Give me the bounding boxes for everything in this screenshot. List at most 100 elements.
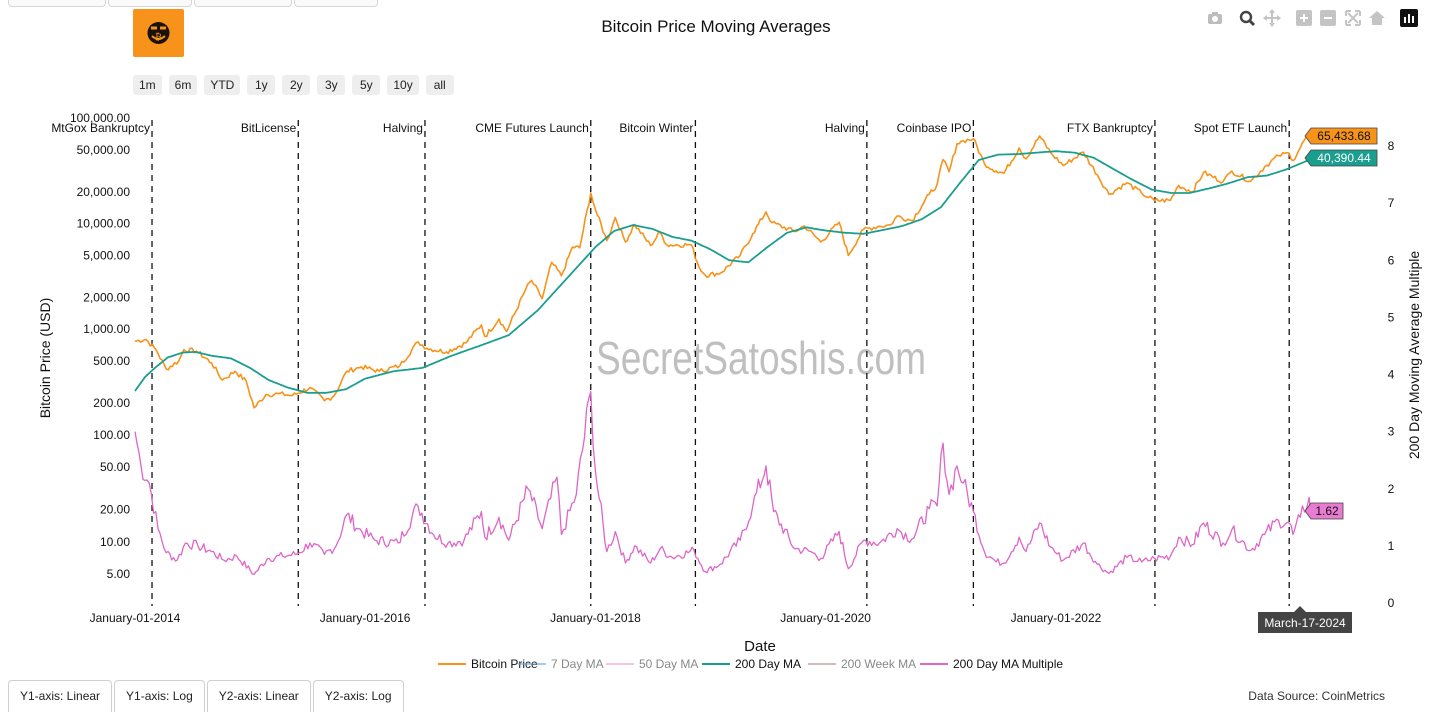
event-label: CME Futures Launch [475,121,588,135]
y1-tick-label: 50,000.00 [77,143,131,157]
legend-item[interactable]: Bitcoin Price [438,657,538,671]
x-tick-label: January-01-2018 [550,611,641,625]
series-line-bitcoin-price [134,131,1311,409]
legend-label: 7 Day MA [551,657,604,671]
event-label: BitLicense [241,121,297,135]
last-multiple-label: 1.62 [1304,502,1344,520]
y1-tick-label: 5,000.00 [83,248,130,262]
svg-text:₿: ₿ [155,32,162,43]
tab-y2-log[interactable]: Y2-axis: Log [312,680,404,712]
range-button-10y[interactable]: 10y [387,75,419,95]
y1-tick-label: 20.00 [100,503,130,517]
x-tick-label: January-01-2014 [90,611,181,625]
y1-tick-label: 50.00 [100,460,130,474]
y1-tick-label: 2,000.00 [83,290,130,304]
event-label: MtGox Bankruptcy [51,121,150,135]
plotly-logo-icon[interactable] [1400,9,1418,27]
event-label: FTX Bankruptcy [1067,121,1153,135]
hover-date-label: March-17-2024 [1258,606,1352,633]
range-button-5y[interactable]: 5y [352,75,381,95]
x-tick-label: January-01-2016 [320,611,411,625]
top-tab[interactable] [294,0,378,7]
series-line-200-day-ma-multiple [134,390,1311,576]
pan-icon[interactable] [1263,9,1281,27]
camera-icon[interactable] [1206,9,1224,27]
zoom-in-icon[interactable] [1295,9,1313,27]
y1-tick-label: 100,000.00 [70,111,130,125]
legend-label: 200 Week MA [841,657,916,671]
reset-axes-icon[interactable] [1368,9,1386,27]
watermark-text: SecretSatoshis.com [596,332,926,384]
legend-item[interactable]: 7 Day MA [518,657,604,671]
legend-item[interactable]: 50 Day MA [606,657,698,671]
legend-label: 200 Day MA [735,657,801,671]
y1-tick-label: 10.00 [100,535,130,549]
y2-tick-label: 8 [1388,139,1395,153]
bitcoin-face-icon: ₿ [147,22,170,44]
top-tab-strip [0,0,380,8]
top-tab[interactable] [108,0,192,7]
last-ma200-label-text: 40,390.44 [1317,151,1371,165]
last-ma200-label: 40,390.44 [1304,149,1378,167]
legend-item[interactable]: 200 Day MA [702,657,801,671]
y2-tick-label: 4 [1388,368,1395,382]
range-button-1m[interactable]: 1m [133,75,162,95]
y2-tick-label: 6 [1388,253,1395,267]
last-price-label-text: 65,433.68 [1317,129,1371,143]
last-multiple-label-box [1304,502,1344,520]
y2-tick-label: 0 [1388,596,1395,610]
series-line-200-day-ma [134,150,1311,394]
last-price-label-box [1304,127,1378,145]
range-button-3y[interactable]: 3y [317,75,346,95]
zoom-out-icon[interactable] [1319,9,1337,27]
y1-tick-label: 1,000.00 [83,322,130,336]
tab-y1-linear[interactable]: Y1-axis: Linear [8,680,113,712]
tab-y2-linear[interactable]: Y2-axis: Linear [206,680,311,712]
hover-date-text: March-17-2024 [1264,616,1346,630]
data-source: Data Source: CoinMetrics [1248,689,1385,703]
range-button-6m[interactable]: 6m [168,75,198,95]
event-label: Coinbase IPO [897,121,972,135]
legend-label: 50 Day MA [639,657,698,671]
y1-axis-title: Bitcoin Price (USD) [37,298,53,419]
x-tick-label: January-01-2022 [1011,611,1102,625]
last-price-label: 65,433.68 [1304,127,1378,145]
zoom-icon[interactable] [1238,9,1256,27]
y2-axis-title: 200 Day Moving Average Multiple [1406,251,1422,460]
event-label: Bitcoin Winter [619,121,693,135]
event-label: Halving [383,121,423,135]
event-label: Halving [825,121,865,135]
top-tab[interactable] [8,0,106,7]
top-tab[interactable] [194,0,292,7]
range-button-ytd[interactable]: YTD [204,75,241,95]
legend-item[interactable]: 200 Day MA Multiple [920,657,1063,671]
y2-tick-label: 5 [1388,310,1395,324]
chart-title: Bitcoin Price Moving Averages [601,17,831,36]
legend-label: Bitcoin Price [471,657,538,671]
tab-y1-log[interactable]: Y1-axis: Log [114,680,205,712]
y1-tick-label: 5.00 [107,567,131,581]
y1-tick-label: 500.00 [93,354,130,368]
axis-scale-tabs: Y1-axis: Linear Y1-axis: Log Y2-axis: Li… [8,680,406,712]
y2-tick-label: 3 [1388,425,1395,439]
hover-date-box [1258,606,1352,633]
y1-tick-label: 100.00 [93,428,130,442]
x-tick-label: January-01-2020 [780,611,871,625]
range-selector: 1m 6m YTD 1y 2y 3y 5y 10y all [133,75,454,95]
y1-tick-label: 200.00 [93,396,130,410]
legend-label: 200 Day MA Multiple [953,657,1063,671]
range-button-all[interactable]: all [425,75,454,95]
event-label: Spot ETF Launch [1194,121,1287,135]
legend-item[interactable]: 200 Week MA [808,657,916,671]
bitcoin-logo: ₿ [133,9,184,57]
y1-tick-label: 10,000.00 [77,217,131,231]
autoscale-icon[interactable] [1344,9,1362,27]
y1-tick-label: 20,000.00 [77,185,131,199]
x-axis-title: Date [744,638,776,655]
range-button-2y[interactable]: 2y [282,75,311,95]
range-button-1y[interactable]: 1y [247,75,276,95]
last-multiple-label-text: 1.62 [1315,504,1339,518]
last-ma200-label-box [1304,149,1378,167]
y2-tick-label: 7 [1388,196,1395,210]
